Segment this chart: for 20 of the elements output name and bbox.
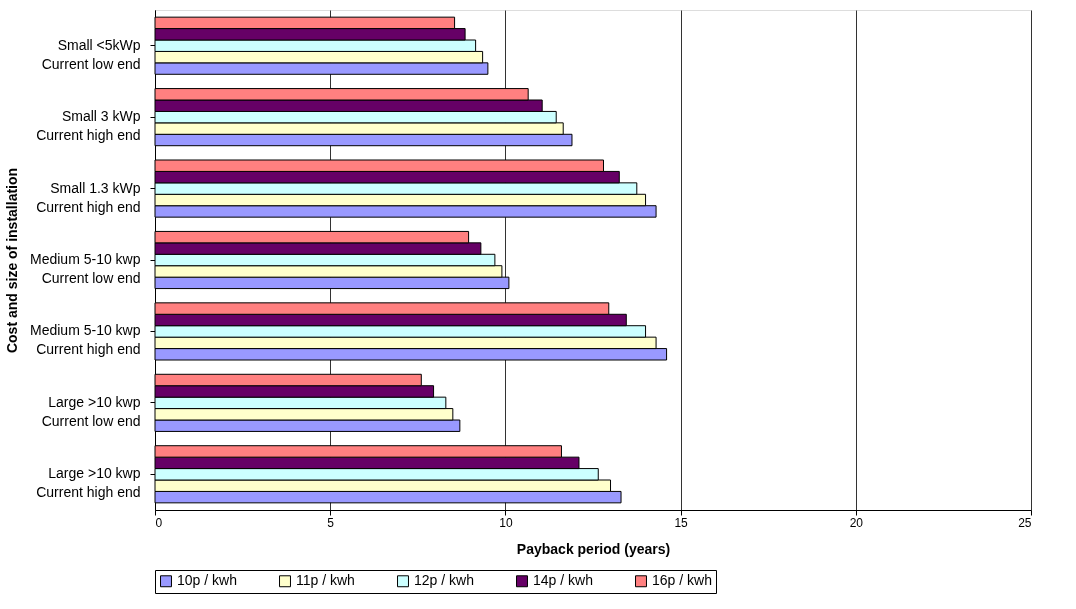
x-tick-label: 15 [674, 515, 689, 530]
x-tick-label: 0 [155, 515, 163, 530]
legend-label: 12p / kwh [414, 572, 474, 589]
y-tick-label: Large >10 kwp Current low end [41, 393, 141, 429]
legend-label: 11p / kwh [296, 572, 355, 589]
y-tick-label: Medium 5-10 kwp Current low end [30, 251, 141, 286]
x-axis-title: Payback period (years) [516, 540, 671, 557]
legend-label: 14p / kwh [533, 572, 593, 589]
y-axis-title: Cost and size of installation [4, 167, 21, 354]
y-tick-label: Small 1.3 kWp Current high end [36, 179, 141, 215]
x-tick-label: 20 [849, 515, 864, 530]
legend-label: 10p / kwh [177, 572, 237, 589]
x-tick-label: 25 [1018, 515, 1032, 530]
y-tick-label: Large >10 kwp Current high end [36, 465, 141, 501]
y-tick-label: Small 3 kWp Current high end [36, 108, 141, 144]
y-tick-label: Medium 5-10 kwp Current high end [30, 322, 141, 358]
x-tick-label: 10 [499, 515, 513, 530]
x-tick-label: 5 [327, 515, 335, 530]
legend-label: 16p / kwh [652, 572, 712, 589]
y-tick-label: Small <5kWp Current low end [41, 36, 141, 72]
